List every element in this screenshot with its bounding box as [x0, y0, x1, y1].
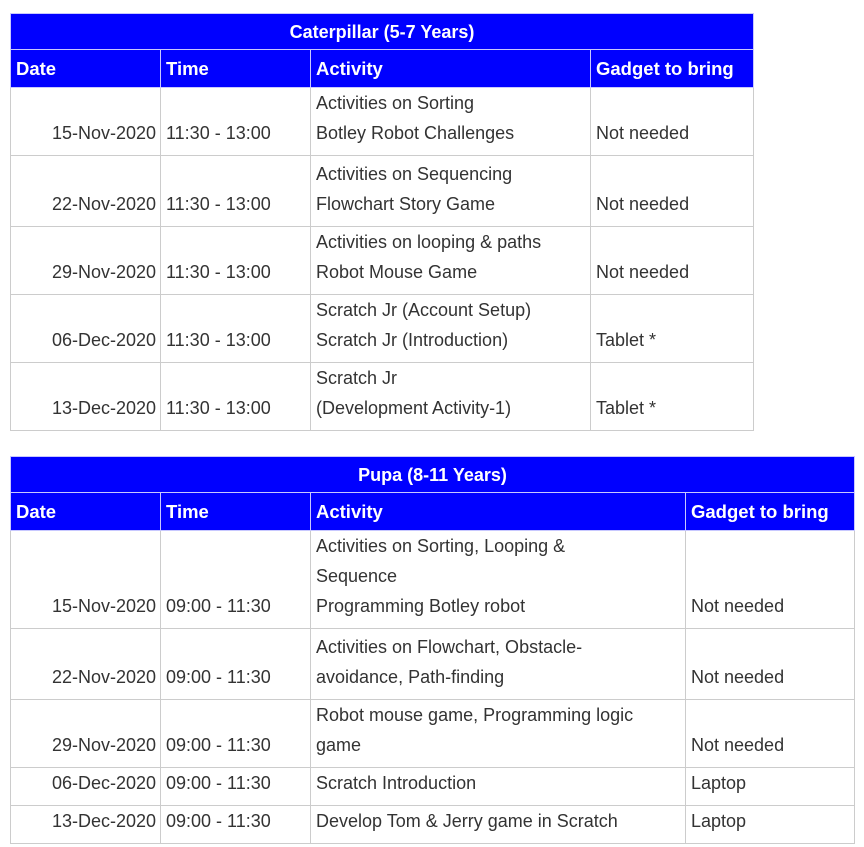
header-row: Date Time Activity Gadget to bring [10, 49, 755, 88]
table-title-row: Pupa (8-11 Years) [9, 456, 856, 493]
column-header-gadget: Gadget to bring [684, 492, 856, 531]
date-cell: 06-Dec-2020 [10, 294, 161, 363]
date-cell: 13-Dec-2020 [10, 805, 161, 844]
activity-cell: Robot mouse game, Programming logic game [310, 699, 686, 768]
date-cell: 22-Nov-2020 [10, 155, 161, 227]
activity-cell: Activities on Sorting, Looping & Sequenc… [310, 530, 686, 629]
table-row: 29-Nov-2020 11:30 - 13:00 Activities on lo… [10, 226, 755, 295]
column-header-time: Time [160, 49, 311, 88]
time-cell: 09:00 - 11:30 [160, 805, 311, 844]
gadget-cell: Not needed [684, 628, 856, 700]
table-row: 06-Dec-2020 09:00 - 11:30 Scratch Introduc… [10, 767, 856, 806]
time-cell: 09:00 - 11:30 [160, 628, 311, 700]
date-cell: 15-Nov-2020 [10, 530, 161, 629]
date-cell: 13-Dec-2020 [10, 362, 161, 431]
gadget-cell: Not needed [589, 226, 755, 295]
table-row: 15-Nov-2020 09:00 - 11:30 Activities on So… [10, 530, 856, 629]
column-header-activity: Activity [310, 492, 686, 531]
time-cell: 11:30 - 13:00 [160, 155, 311, 227]
column-header-time: Time [160, 492, 311, 531]
time-cell: 11:30 - 13:00 [160, 87, 311, 156]
gadget-cell: Not needed [589, 87, 755, 156]
table-row: 15-Nov-2020 11:30 - 13:00 Activities on So… [10, 87, 755, 156]
gadget-cell: Not needed [589, 155, 755, 227]
activity-cell: Scratch Jr (Development Activity-1) [310, 362, 591, 431]
time-cell: 09:00 - 11:30 [160, 767, 311, 806]
table-row: 22-Nov-2020 11:30 - 13:00 Activities on Se… [10, 155, 755, 227]
activity-cell: Activities on Sequencing Flowchart Story… [310, 155, 591, 227]
table-row: 13-Dec-2020 09:00 - 11:30 Develop Tom & Je… [10, 805, 856, 844]
table-row: 13-Dec-2020 11:30 - 13:00 Scratch Jr (Deve… [10, 362, 755, 431]
gadget-cell: Tablet * [589, 362, 755, 431]
activity-cell: Activities on Sorting Botley Robot Chall… [310, 87, 591, 156]
time-cell: 09:00 - 11:30 [160, 699, 311, 768]
activity-cell: Activities on Flowchart, Obstacle- avoid… [310, 628, 686, 700]
table-row: 29-Nov-2020 09:00 - 11:30 Robot mouse game… [10, 699, 856, 768]
activity-cell: Scratch Introduction [310, 767, 686, 806]
date-cell: 22-Nov-2020 [10, 628, 161, 700]
activity-cell: Activities on looping & paths Robot Mous… [310, 226, 591, 295]
table-title-row: Caterpillar (5-7 Years) [9, 13, 755, 50]
activity-cell: Scratch Jr (Account Setup) Scratch Jr (I… [310, 294, 591, 363]
gadget-cell: Laptop [684, 767, 856, 806]
table-row: 22-Nov-2020 09:00 - 11:30 Activities on Fl… [10, 628, 856, 700]
date-cell: 29-Nov-2020 [10, 226, 161, 295]
gadget-cell: Laptop [684, 805, 856, 844]
table-title: Caterpillar (5-7 Years) [9, 13, 755, 50]
table-row: 06-Dec-2020 11:30 - 13:00 Scratch Jr (Acco… [10, 294, 755, 363]
time-cell: 11:30 - 13:00 [160, 294, 311, 363]
date-cell: 29-Nov-2020 [10, 699, 161, 768]
header-row: Date Time Activity Gadget to bring [10, 492, 856, 531]
gadget-cell: Not needed [684, 699, 856, 768]
column-header-date: Date [10, 492, 161, 531]
gadget-cell: Not needed [684, 530, 856, 629]
date-cell: 15-Nov-2020 [10, 87, 161, 156]
time-cell: 11:30 - 13:00 [160, 362, 311, 431]
column-header-activity: Activity [310, 49, 591, 88]
gadget-cell: Tablet * [589, 294, 755, 363]
column-header-date: Date [10, 49, 161, 88]
table-title: Pupa (8-11 Years) [9, 456, 856, 493]
date-cell: 06-Dec-2020 [10, 767, 161, 806]
caterpillar-schedule-table: Caterpillar (5-7 Years) Date Time Activity G… [9, 13, 755, 431]
column-header-gadget: Gadget to bring [589, 49, 755, 88]
time-cell: 11:30 - 13:00 [160, 226, 311, 295]
time-cell: 09:00 - 11:30 [160, 530, 311, 629]
pupa-schedule-table: Pupa (8-11 Years) Date Time Activity Gadget … [9, 456, 856, 844]
activity-cell: Develop Tom & Jerry game in Scratch [310, 805, 686, 844]
